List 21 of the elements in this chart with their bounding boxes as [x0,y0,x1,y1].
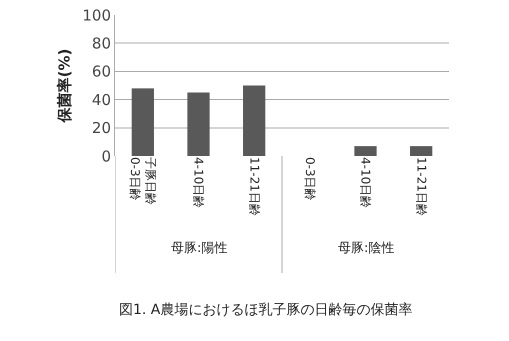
bar [132,88,154,156]
y-tick-label: 60 [92,62,111,81]
y-tick-label: 100 [82,6,111,24]
x-tick-label: 11-21日齢 [247,157,262,216]
caption: 図1. A農場におけるほ乳子豚の日齢毎の保菌率 [119,302,412,318]
x-tick-label: 4-10日齢 [192,157,206,208]
y-tick-label: 80 [92,34,111,52]
bar [354,146,377,156]
x-tick-label: 0-3日齢 [302,157,317,201]
x-tick-label: 11-21日齢 [414,157,428,216]
text: 母豚:陽性 [171,241,228,256]
y-tick-label: 20 [92,119,111,138]
y-axis-title: 保菌率(%) [56,48,74,124]
x-tick-label: 子豚日齢 0-3日齢 [128,157,158,205]
bar [187,92,210,156]
y-tick-label: 0 [101,147,111,166]
bar [243,86,266,156]
bar [410,146,432,156]
x-tick-label: 4-10日齢 [358,157,373,208]
y-tick-label: 40 [92,90,111,109]
text: 母豚:陰性 [338,241,394,256]
